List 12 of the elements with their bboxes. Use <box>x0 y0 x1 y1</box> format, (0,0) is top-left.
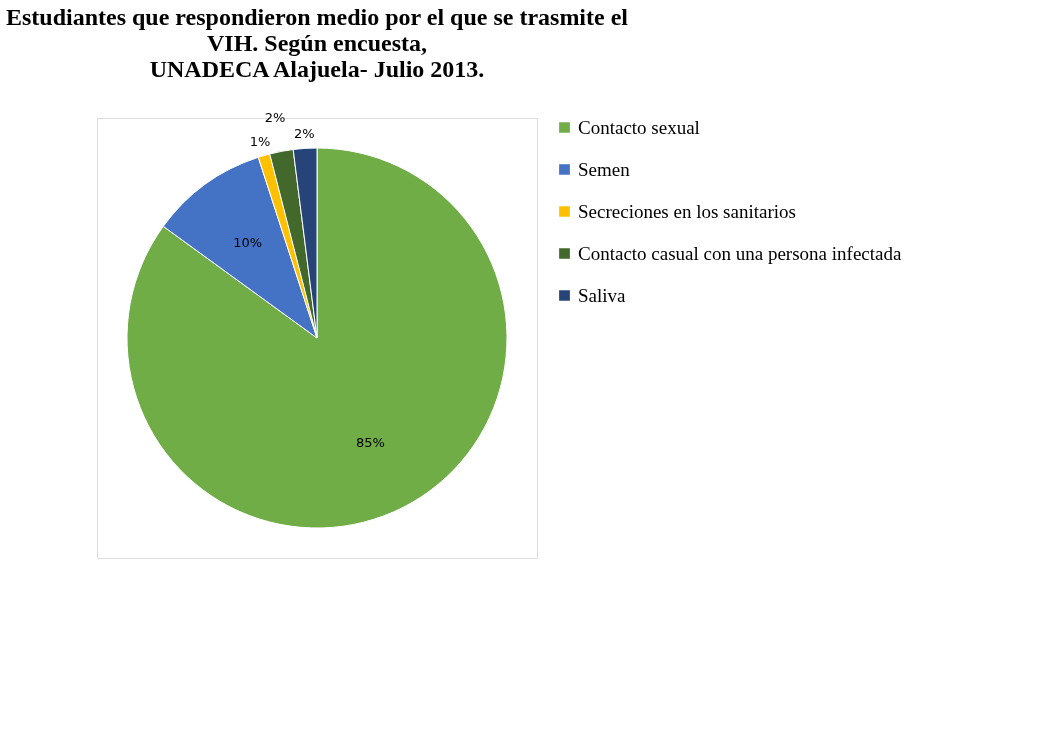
legend-label: Semen <box>578 158 631 180</box>
data-label: 2% <box>264 109 286 125</box>
data-label: 1% <box>249 134 271 150</box>
data-label: 85% <box>356 434 385 450</box>
legend-label: Saliva <box>578 284 627 306</box>
chart-title: Estudiantes que respondieron medio por el que se trasmite el VIH. Según encuesta, UNADECA Alajuela- Julio 2013. <box>5 3 629 82</box>
data-label: 2% <box>293 126 315 142</box>
data-label: 10% <box>233 234 263 250</box>
legend-label: Secreciones en los sanitarios <box>578 200 796 222</box>
legend-label: Contacto sexual <box>578 116 700 138</box>
pie-slice <box>126 147 508 529</box>
legend-label: Contacto casual con una persona infectada <box>578 242 902 264</box>
